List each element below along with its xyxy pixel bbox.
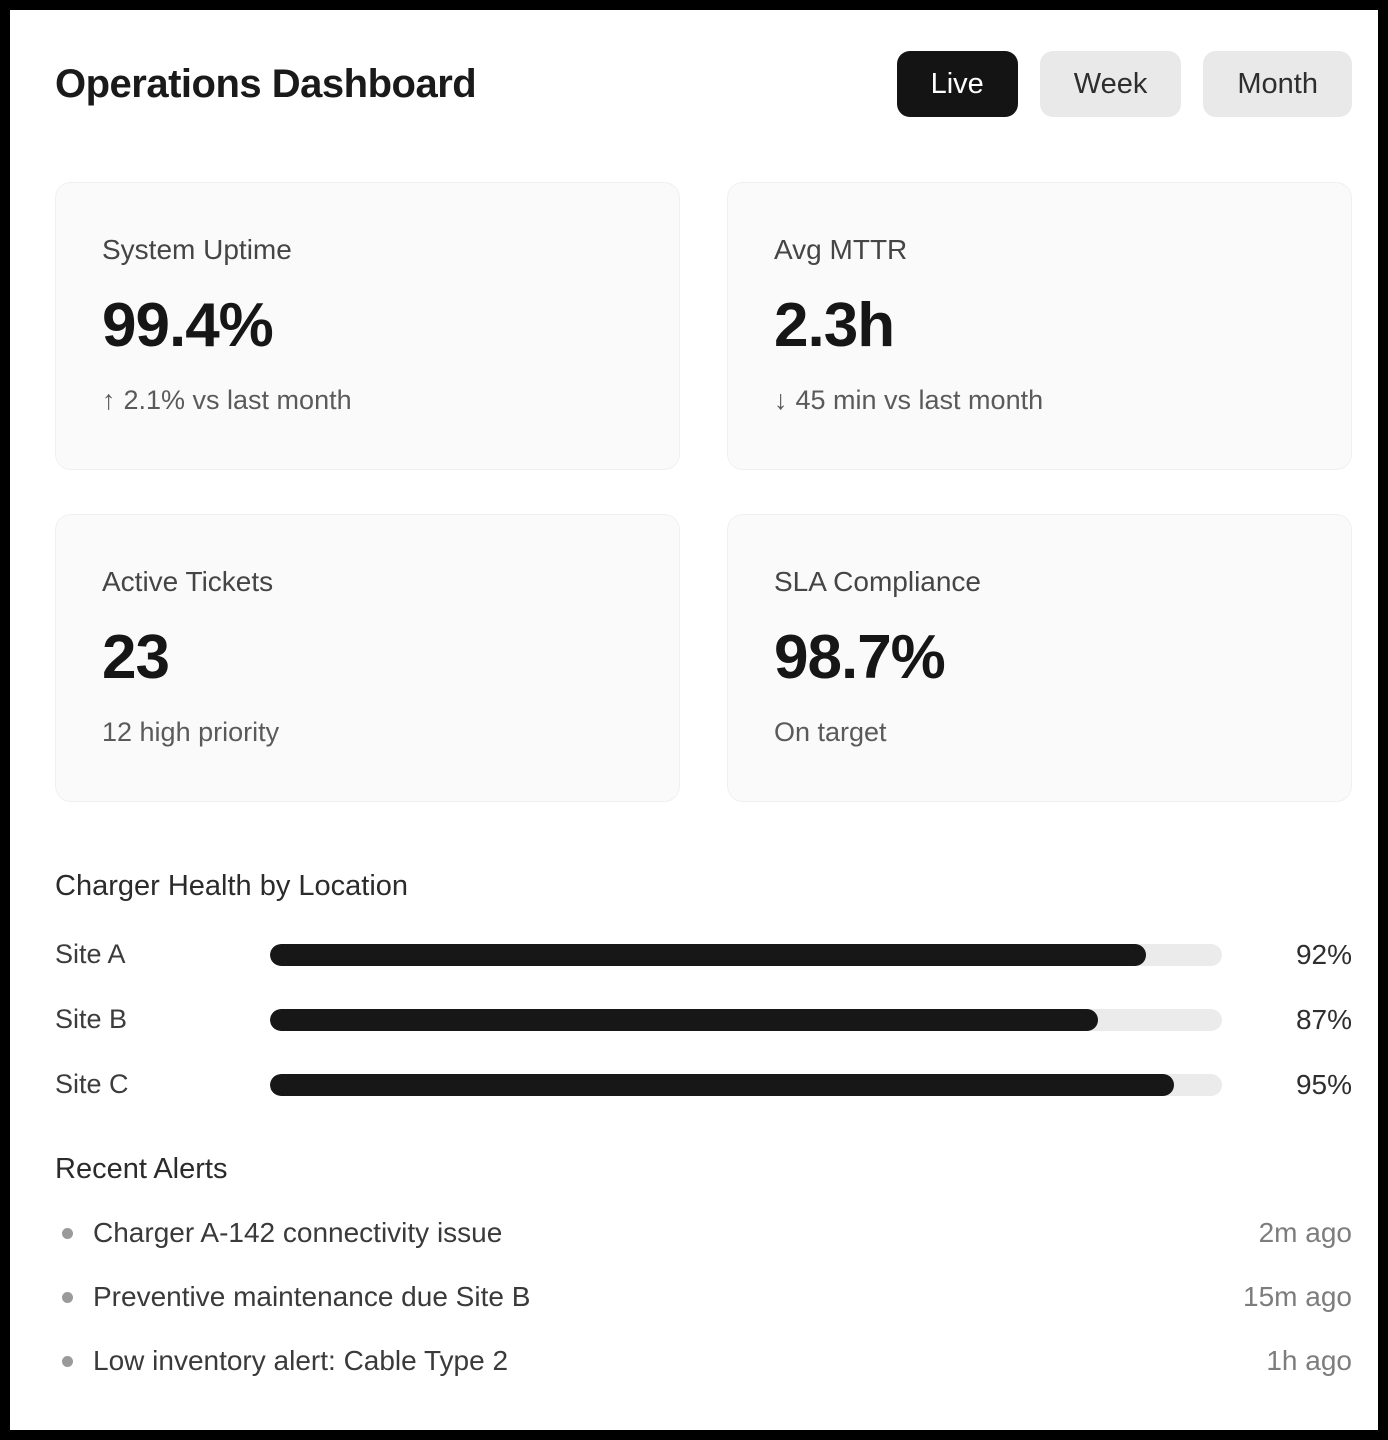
- stat-label: System Uptime: [102, 234, 292, 265]
- site-percentage: 87%: [1295, 1003, 1352, 1035]
- time-range-toggle: Live Week Month: [896, 51, 1352, 117]
- stat-card-sla-compliance: SLA Compliance 98.7% On target: [727, 514, 1352, 802]
- site-percentage: 92%: [1295, 938, 1352, 970]
- stat-trend: ↑ 2.1% vs last month: [102, 383, 633, 417]
- section-title-charger-health: Charger Health by Location: [55, 870, 409, 902]
- stat-value: 2.3h: [774, 291, 895, 360]
- alert-time: 1h ago: [1266, 1345, 1352, 1376]
- stat-trend-text: 45 min vs last month: [795, 385, 1044, 415]
- toggle-live[interactable]: Live: [896, 51, 1018, 117]
- recent-alerts-list: Charger A-142 connectivity issue 2m ago …: [55, 1201, 1352, 1393]
- charger-health-row-site-a: Site A 92%: [55, 922, 1352, 987]
- arrow-up-icon: ↑: [102, 385, 116, 415]
- stat-value: 23: [102, 623, 170, 692]
- alert-text: Low inventory alert: Cable Type 2: [93, 1345, 509, 1376]
- stat-cards-grid: System Uptime 99.4% ↑ 2.1% vs last month …: [55, 182, 1352, 802]
- site-label: Site C: [55, 1069, 129, 1099]
- bullet-icon: [62, 1227, 73, 1239]
- alert-time: 2m ago: [1258, 1217, 1352, 1248]
- toggle-month[interactable]: Month: [1203, 51, 1352, 117]
- stat-label: Active Tickets: [102, 566, 274, 597]
- site-label: Site A: [55, 939, 126, 969]
- alert-item: Charger A-142 connectivity issue 2m ago: [55, 1201, 1352, 1265]
- stat-trend-text: 12 high priority: [102, 717, 280, 747]
- alert-time: 15m ago: [1243, 1281, 1352, 1312]
- page-title: Operations Dashboard: [55, 61, 477, 106]
- arrow-down-icon: ↓: [774, 385, 788, 415]
- stat-value: 98.7%: [774, 623, 946, 692]
- header: Operations Dashboard Live Week Month: [55, 50, 1352, 118]
- bullet-icon: [62, 1291, 73, 1303]
- health-bar-fill: [270, 943, 1146, 966]
- stat-trend: On target: [774, 715, 1305, 749]
- charger-health-row-site-b: Site B 87%: [55, 987, 1352, 1052]
- alert-text: Preventive maintenance due Site B: [93, 1281, 531, 1312]
- section-title-recent-alerts: Recent Alerts: [55, 1153, 228, 1185]
- stat-trend-text: On target: [774, 717, 887, 747]
- health-bar-track: [270, 1008, 1222, 1031]
- stat-trend: 12 high priority: [102, 715, 633, 749]
- site-percentage: 95%: [1295, 1068, 1352, 1100]
- bullet-icon: [62, 1355, 73, 1367]
- alert-text: Charger A-142 connectivity issue: [93, 1217, 503, 1248]
- stat-trend-text: 2.1% vs last month: [123, 385, 352, 415]
- stat-label: Avg MTTR: [774, 234, 908, 265]
- health-bar-fill: [270, 1073, 1175, 1096]
- stat-trend: ↓ 45 min vs last month: [774, 383, 1305, 417]
- health-bar-fill: [270, 1008, 1099, 1031]
- site-label: Site B: [55, 1004, 128, 1034]
- toggle-week[interactable]: Week: [1039, 51, 1182, 117]
- stat-label: SLA Compliance: [774, 566, 982, 597]
- charger-health-row-site-c: Site C 95%: [55, 1052, 1352, 1117]
- stat-value: 99.4%: [102, 291, 274, 360]
- alert-item: Preventive maintenance due Site B 15m ag…: [55, 1265, 1352, 1329]
- health-bar-track: [270, 943, 1222, 966]
- stat-card-system-uptime: System Uptime 99.4% ↑ 2.1% vs last month: [55, 182, 680, 470]
- alert-item: Low inventory alert: Cable Type 2 1h ago: [55, 1329, 1352, 1393]
- stat-card-active-tickets: Active Tickets 23 12 high priority: [55, 514, 680, 802]
- stat-card-avg-mttr: Avg MTTR 2.3h ↓ 45 min vs last month: [727, 182, 1352, 470]
- health-bar-track: [270, 1073, 1222, 1096]
- charger-health-chart: Site A 92% Site B 87% Site C 95%: [55, 922, 1352, 1117]
